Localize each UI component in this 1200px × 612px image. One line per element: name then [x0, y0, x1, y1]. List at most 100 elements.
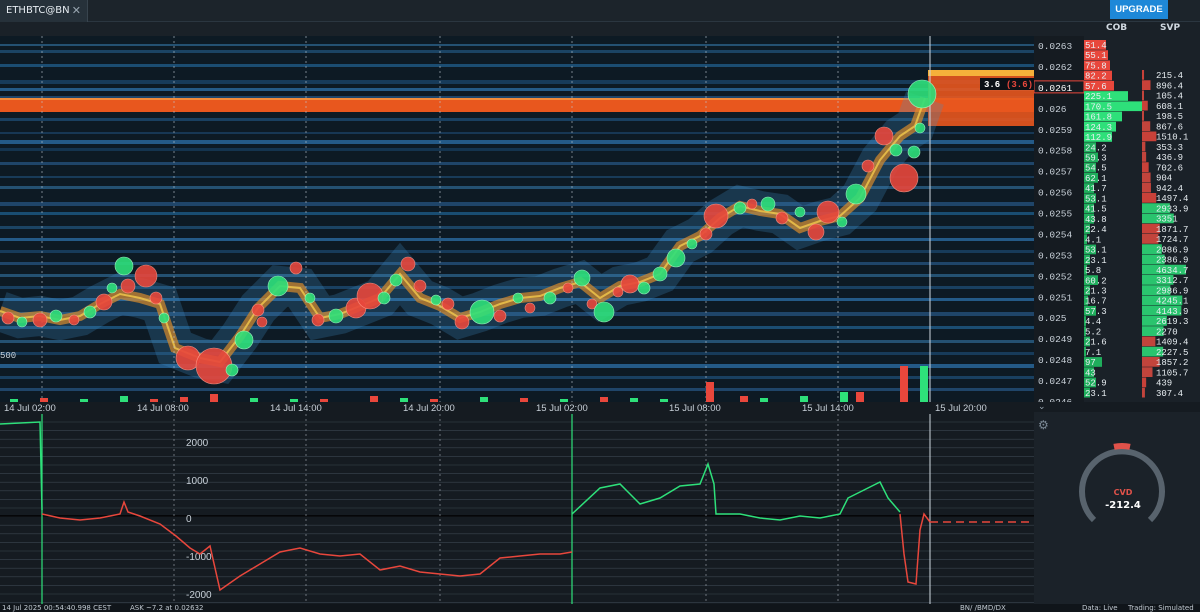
- svp-bar: [1142, 234, 1159, 244]
- liquidity-band: [0, 176, 1034, 178]
- cob-bar: [1084, 295, 1088, 306]
- liquidity-band: [0, 286, 1034, 289]
- upgrade-button[interactable]: UPGRADE: [1110, 0, 1168, 19]
- svp-value: 2086.9: [1156, 245, 1188, 255]
- buy-trade-bubble: [666, 248, 686, 268]
- volume-bar: [210, 394, 218, 402]
- svp-value: 2933.9: [1156, 204, 1188, 214]
- svp-bar: [1142, 295, 1183, 306]
- cob-value: 54.5: [1085, 164, 1107, 174]
- buy-trade-bubble: [733, 201, 747, 215]
- heatmap-chart[interactable]: 500 3.6 (3.6): [0, 36, 1034, 402]
- liquidity-band: [0, 326, 1034, 329]
- buy-trade-bubble: [389, 273, 403, 287]
- buy-trade-bubble: [377, 291, 391, 305]
- cvd-tick-label: -2000: [186, 590, 212, 601]
- svp-bar: [1142, 162, 1149, 172]
- sell-trade-bubble: [861, 159, 875, 173]
- price-tick-label: 0.026: [1038, 104, 1067, 115]
- cob-value: 53.1: [1085, 194, 1107, 204]
- volume-bar: [320, 399, 328, 402]
- price-tick-label: 0.0262: [1038, 62, 1073, 73]
- cob-bar: [1084, 40, 1106, 50]
- level-label: 500: [0, 351, 16, 361]
- svp-bar: [1142, 244, 1162, 254]
- svp-value: 2270: [1156, 327, 1178, 337]
- volume-bar: [40, 398, 48, 402]
- orange-band-edge: [0, 98, 1034, 100]
- svp-bar: [1142, 141, 1146, 152]
- cob-bar: [1084, 132, 1112, 142]
- cob-value: 23.1: [1085, 256, 1107, 266]
- buy-trade-bubble: [304, 292, 316, 304]
- cob-bar: [1084, 275, 1098, 285]
- cob-value: 62.1: [1085, 174, 1107, 184]
- volume-bar: [480, 397, 488, 402]
- gear-icon[interactable]: ⚙: [1038, 418, 1049, 432]
- cob-bar: [1084, 203, 1094, 214]
- price-tick-label: 0.0259: [1038, 125, 1073, 136]
- time-tick-label: 15 Jul 14:00: [802, 403, 854, 414]
- cob-value: 4.4: [1085, 317, 1101, 327]
- svp-bar: [1142, 223, 1160, 234]
- svp-value: 4143.9: [1156, 307, 1188, 317]
- tab-ethbtc[interactable]: ETHBTC@BN ✕: [0, 0, 88, 22]
- volume-bar: [840, 392, 848, 402]
- sell-trade-bubble: [620, 274, 640, 294]
- cob-value: 57.3: [1085, 307, 1107, 317]
- sell-trade-bubble: [493, 309, 507, 323]
- cob-bar: [1084, 254, 1090, 265]
- liquidity-band: [0, 96, 1034, 99]
- volume-bar: [920, 366, 928, 402]
- cob-value: 21.3: [1085, 286, 1107, 296]
- cob-bar: [1084, 101, 1142, 112]
- status-timestamp: 14 Jul 2025 00:54:40.998 CEST: [2, 604, 112, 612]
- time-tick-label: 14 Jul 14:00: [270, 403, 322, 414]
- cob-bar: [1084, 213, 1094, 224]
- svp-bar: [1142, 193, 1157, 203]
- liquidity-band: [0, 364, 1034, 368]
- svp-bar: [1142, 316, 1167, 326]
- sell-trade-bubble: [524, 302, 536, 314]
- liquidity-band: [0, 376, 1034, 379]
- sell-trade-bubble: [289, 261, 303, 275]
- sell-trade-bubble: [586, 298, 598, 310]
- svp-value: 198.5: [1156, 112, 1183, 122]
- svp-bar: [1142, 203, 1170, 213]
- svp-bar: [1142, 254, 1165, 265]
- time-axis: 14 Jul 02:00 14 Jul 08:00 14 Jul 14:00 14 J…: [0, 402, 1034, 414]
- cvd-chart[interactable]: 2000 1000 0 -1000 -2000: [0, 414, 1034, 604]
- price-marker-value: 3.6: [984, 80, 1000, 90]
- svp-value: 436.9: [1156, 153, 1183, 163]
- sell-trade-bubble: [413, 279, 427, 293]
- svp-value: 1510.1: [1156, 133, 1188, 143]
- volume-bar: [600, 397, 608, 402]
- svp-value: 215.4: [1156, 71, 1183, 81]
- sell-trade-bubble: [251, 303, 265, 317]
- time-tick-label: 15 Jul 20:00: [935, 403, 987, 414]
- svp-value: 4245.1: [1156, 297, 1188, 307]
- svp-column-header: SVP: [1160, 23, 1181, 33]
- sell-trade-bubble: [400, 256, 416, 272]
- buy-trade-bubble: [593, 301, 615, 323]
- cob-bar: [1084, 172, 1098, 183]
- buy-trade-bubble: [158, 312, 170, 324]
- yellow-liquidity-band: [928, 70, 1034, 76]
- cob-value: 21.6: [1085, 338, 1107, 348]
- close-icon[interactable]: ✕: [71, 4, 81, 17]
- cob-bar: [1084, 183, 1094, 193]
- cob-bar: [1084, 305, 1096, 316]
- sell-trade-bubble: [195, 347, 233, 385]
- cvd-background: [0, 414, 1034, 604]
- svp-value: 105.4: [1156, 92, 1183, 102]
- liquidity-band: [0, 340, 1034, 343]
- current-price-box: [1034, 80, 1084, 94]
- cob-value: 97: [1085, 358, 1096, 368]
- liquidity-band: [0, 250, 1034, 253]
- chevron-down-icon[interactable]: ⌄: [1038, 402, 1046, 412]
- buy-trade-bubble: [234, 330, 254, 350]
- volume-bar: [180, 397, 188, 402]
- buy-trade-bubble: [907, 79, 937, 109]
- cvd-tick-label: -1000: [186, 552, 212, 563]
- svp-bar: [1142, 100, 1148, 111]
